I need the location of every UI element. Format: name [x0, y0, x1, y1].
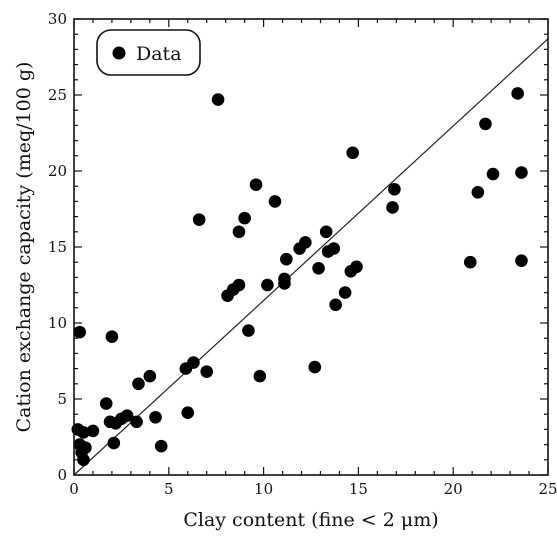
- y-tick-label: 20: [48, 162, 67, 180]
- data-point: [515, 254, 528, 267]
- data-point: [515, 166, 528, 179]
- data-point: [73, 325, 86, 339]
- data-point: [338, 286, 352, 299]
- data-point: [308, 360, 322, 374]
- data-point: [181, 406, 195, 419]
- data-point: [192, 213, 206, 226]
- data-point: [261, 278, 274, 292]
- y-tick-label: 0: [57, 466, 67, 484]
- data-point: [471, 185, 485, 199]
- data-point: [511, 87, 524, 100]
- data-point: [350, 260, 363, 274]
- data-point: [130, 415, 143, 429]
- y-tick-label: 10: [48, 314, 67, 332]
- ticks-layer: 0 5 10 15 20 25 0 5 10 15 20 25 30: [48, 10, 557, 498]
- data-point: [329, 298, 342, 312]
- y-tick-label: 15: [48, 238, 67, 256]
- data-point: [200, 365, 214, 378]
- data-point: [120, 409, 134, 423]
- x-tick-label: 0: [69, 480, 79, 498]
- data-point: [211, 93, 225, 106]
- data-point: [154, 439, 168, 453]
- data-point: [107, 436, 121, 450]
- data-point: [143, 369, 157, 383]
- data-point: [79, 441, 92, 454]
- data-point: [249, 178, 263, 191]
- data-point: [253, 369, 267, 383]
- x-tick-label: 20: [444, 480, 463, 498]
- data-point: [268, 195, 282, 208]
- y-tick-label: 5: [57, 390, 67, 408]
- data-point: [388, 182, 401, 196]
- data-point: [86, 424, 100, 438]
- data-point: [346, 146, 360, 160]
- data-point: [479, 117, 492, 131]
- data-point: [77, 453, 90, 467]
- legend-box: [96, 29, 201, 76]
- data-point: [319, 225, 333, 239]
- legend-marker: [112, 46, 126, 60]
- data-point: [278, 272, 291, 286]
- data-point: [238, 211, 251, 225]
- data-point: [132, 377, 145, 391]
- data-point: [105, 330, 119, 343]
- y-tick-label: 30: [48, 10, 67, 28]
- y-axis-title: Cation exchange capacity (meq/100 g): [13, 62, 35, 433]
- x-tick-label: 15: [349, 480, 368, 498]
- y-tick-label: 25: [48, 86, 67, 104]
- x-tick-label: 10: [254, 480, 273, 498]
- data-point: [149, 410, 162, 424]
- marks-layer: [71, 38, 549, 476]
- data-point: [327, 242, 341, 255]
- data-point: [99, 397, 113, 410]
- data-point: [486, 167, 500, 181]
- plot-frame: [73, 18, 549, 476]
- data-point: [463, 255, 477, 269]
- data-point: [242, 324, 255, 337]
- data-point: [232, 278, 246, 292]
- data-point: [77, 426, 90, 439]
- x-tick-label: 5: [164, 480, 174, 498]
- data-point: [299, 236, 312, 249]
- fit-line: [73, 38, 549, 476]
- legend-label: Data: [136, 43, 182, 65]
- x-tick-label: 25: [538, 480, 557, 498]
- data-point: [280, 252, 293, 266]
- data-point: [386, 201, 399, 214]
- x-axis-title: Clay content (fine < 2 μm): [183, 509, 438, 531]
- data-point: [312, 261, 325, 275]
- legend: Data: [96, 29, 201, 76]
- data-point: [232, 225, 246, 239]
- data-point: [187, 356, 200, 369]
